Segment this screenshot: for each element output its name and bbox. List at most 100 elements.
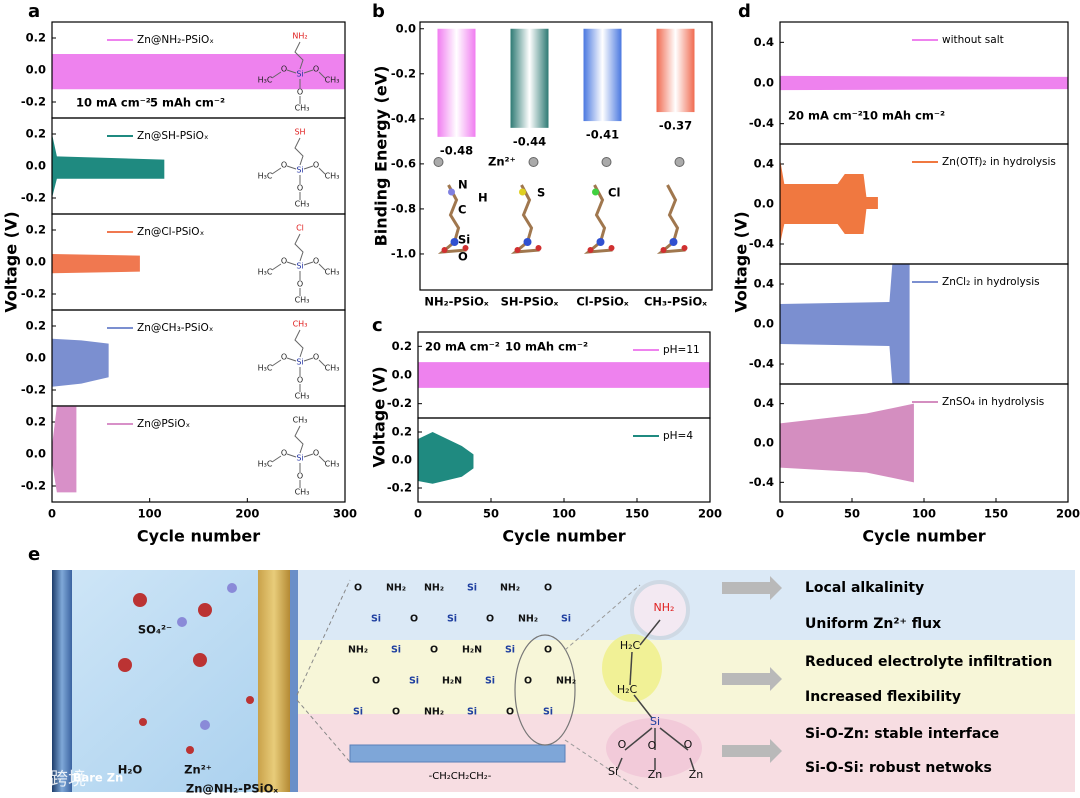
atom-label: O (281, 257, 287, 266)
atom-label: Si (296, 166, 303, 175)
atom-label: O (281, 65, 287, 74)
network-label: H₂N (462, 645, 482, 656)
annotation: 10 mAh cm⁻² (862, 109, 945, 123)
voltage-band (52, 338, 109, 387)
atom-label: CH₃ (295, 296, 310, 305)
y-tick-label: -0.2 (387, 396, 412, 410)
y-tick-label: 0.4 (754, 157, 774, 171)
y-tick-label: 0.0 (26, 255, 46, 269)
atom-label: O (313, 257, 319, 266)
x-tick-label: 150 (984, 507, 1008, 521)
bar (510, 28, 549, 128)
bond (303, 357, 314, 362)
atom-label: H (478, 191, 488, 205)
voltage-band (780, 264, 910, 384)
voltage-band (780, 75, 1068, 91)
schematic-background (52, 570, 1075, 792)
atom-label: O (313, 353, 319, 362)
atom-label: H₃C (258, 364, 273, 373)
bond (271, 359, 282, 367)
x-tick-label: 0 (48, 507, 56, 521)
zn-atom (528, 157, 539, 167)
network-label: O (372, 676, 380, 687)
y-tick-label: -0.2 (21, 191, 46, 205)
o-atom (514, 247, 521, 253)
atom-label: O (281, 353, 287, 362)
network-label: Si (467, 707, 477, 718)
y-tick-label: 0.0 (392, 368, 412, 382)
atom-label: O (297, 376, 303, 385)
schematic-label: Zn@NH₂-PSiOₓ (186, 782, 279, 796)
atom-label: C (458, 203, 466, 217)
voltage-band (52, 54, 345, 90)
bond (271, 455, 282, 463)
network-label: NH₂ (386, 583, 406, 594)
molecule-label: Zn (689, 768, 704, 781)
x-tick-label: SH-PSiOₓ (501, 295, 559, 309)
network-label: NH₂ (424, 707, 444, 718)
y-axis-label: Voltage (V) (2, 211, 21, 312)
y-tick-label: 0.0 (26, 447, 46, 461)
network-label: NH₂ (424, 583, 444, 594)
y-tick-label: -0.2 (387, 481, 412, 495)
atom-label: O (297, 88, 303, 97)
x-tick-label: 0 (776, 507, 784, 521)
o-atom (535, 245, 542, 251)
bond (294, 41, 304, 70)
value-label: -0.41 (586, 128, 619, 142)
effect-label: Si-O-Si: robust netwoks (805, 760, 992, 776)
annotation: 20 mA cm⁻² (425, 340, 500, 354)
bond (303, 69, 314, 74)
schematic-label: SO₄²⁻ (138, 623, 172, 637)
network-label: Si (505, 645, 515, 656)
si-atom (669, 238, 678, 246)
o-atom (587, 247, 594, 253)
voltage-band (780, 159, 878, 244)
x-tick-label: 100 (138, 507, 162, 521)
o-atom (441, 247, 448, 253)
molecule-label: Si (650, 715, 660, 728)
network-label: O (486, 614, 494, 625)
network-label: Si (467, 583, 477, 594)
y-axis-label: Voltage (V) (732, 211, 751, 312)
network-label: O (544, 583, 552, 594)
network-label: Si (353, 707, 363, 718)
x-tick-label: 100 (912, 507, 936, 521)
watermark: 大数跨境 (14, 769, 86, 790)
y-tick-label: 0.0 (26, 63, 46, 77)
y-tick-label: -0.2 (21, 383, 46, 397)
bond (318, 263, 326, 271)
zn-atom (601, 157, 612, 167)
atom-label: CH₃ (325, 268, 340, 277)
network-label: O (410, 614, 418, 625)
y-tick-label: -0.4 (749, 357, 774, 371)
bond (286, 165, 297, 170)
annotation: 20 mA cm⁻² (788, 109, 863, 123)
bar (583, 28, 622, 122)
y-tick-label: 0.2 (26, 319, 46, 333)
annotation: 10 mAh cm⁻² (505, 340, 588, 354)
effect-label: Increased flexibility (805, 689, 961, 705)
y-tick-label: -0.2 (21, 479, 46, 493)
panel-label: a (28, 1, 40, 22)
bond (271, 71, 282, 79)
bond (303, 261, 314, 266)
bar (656, 28, 695, 113)
network-label: Si (391, 645, 401, 656)
atom-label: S (537, 186, 545, 200)
value-label: -0.37 (659, 119, 692, 133)
y-tick-label: 0.4 (754, 277, 774, 291)
atom-label: CH₃ (293, 416, 308, 425)
y-tick-label: 0.0 (754, 436, 774, 450)
atom-label: H₃C (258, 76, 273, 85)
panel-label: d (738, 1, 751, 22)
x-tick-label: 50 (844, 507, 860, 521)
y-tick-label: -0.6 (391, 156, 416, 170)
value-label: -0.48 (440, 143, 473, 157)
x-axis-label: Cycle number (137, 527, 260, 546)
legend-label: Zn@PSiOₓ (137, 418, 191, 430)
y-tick-label: 0.2 (392, 339, 412, 353)
atom-label: H₃C (258, 172, 273, 181)
atom-label: O (297, 472, 303, 481)
atom-label: CH₃ (295, 200, 310, 209)
